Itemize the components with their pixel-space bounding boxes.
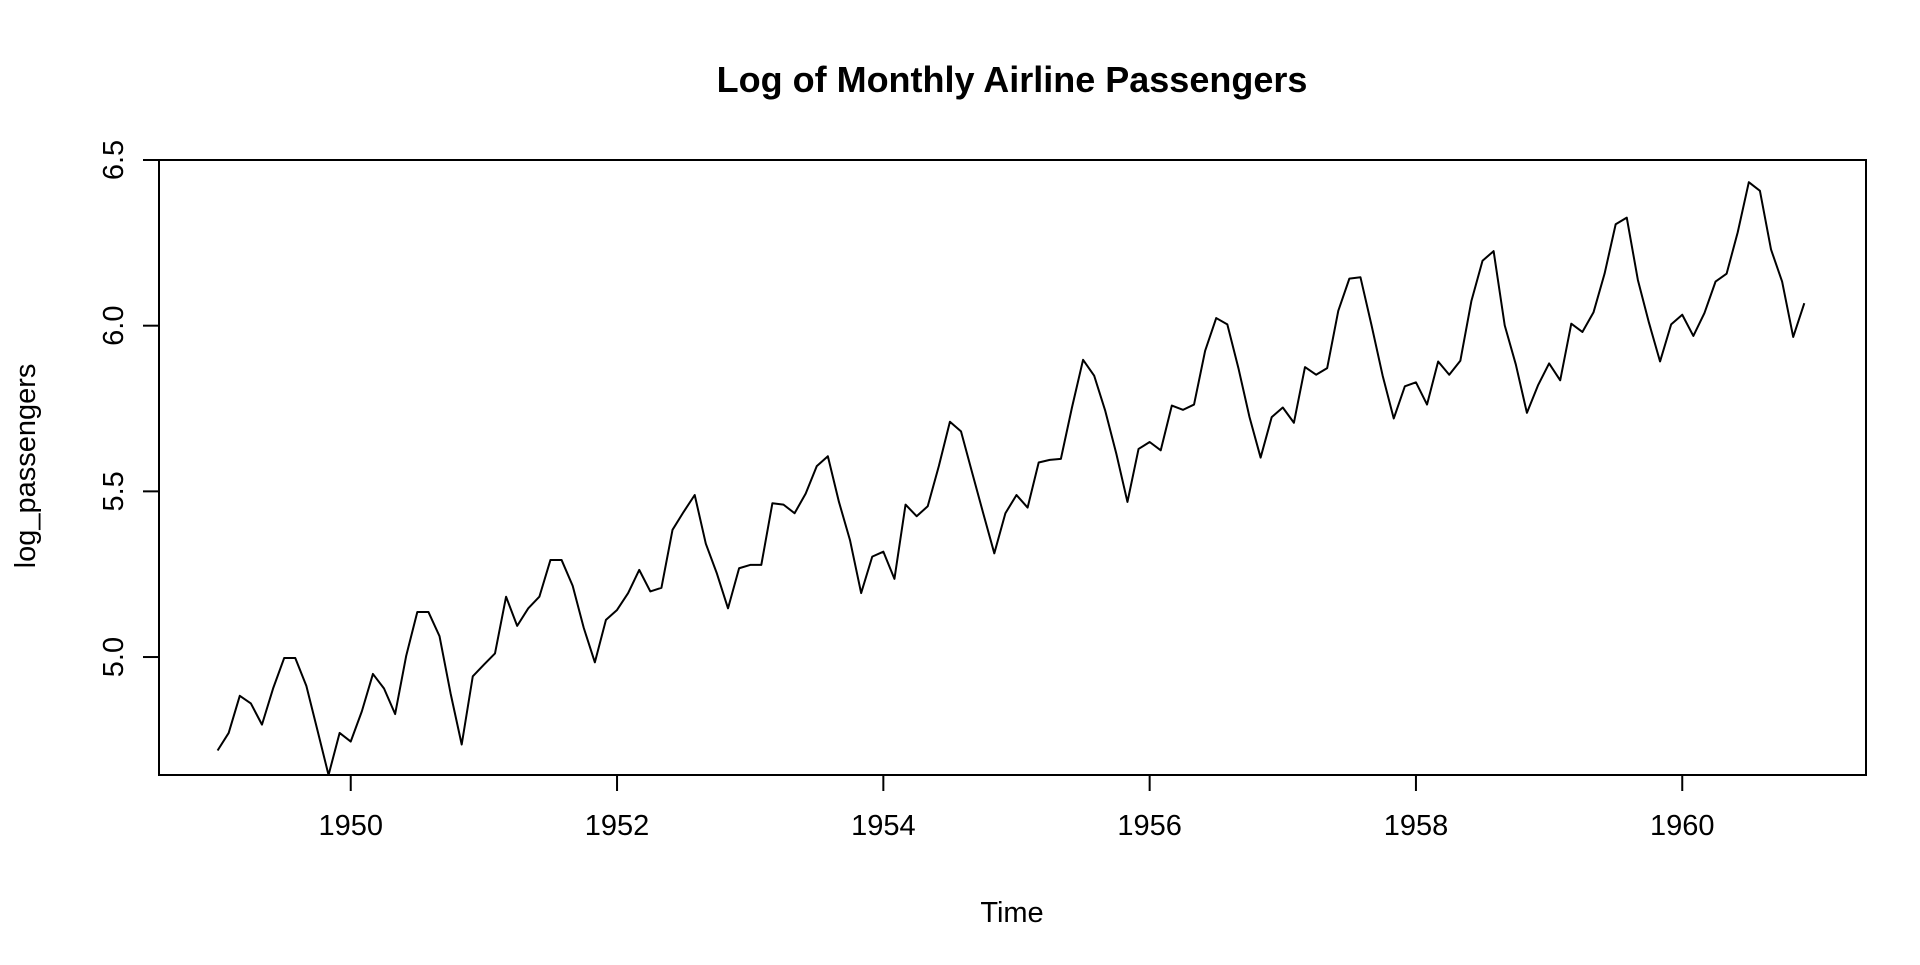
y-axis-label: log_passengers xyxy=(10,364,42,569)
x-tick-label: 1954 xyxy=(851,810,916,842)
y-tick-label: 5.5 xyxy=(98,471,130,511)
chart-title: Log of Monthly Airline Passengers xyxy=(717,59,1308,100)
x-tick-label: 1952 xyxy=(585,810,650,842)
x-axis-label: Time xyxy=(980,897,1043,929)
x-tick-label: 1960 xyxy=(1650,810,1715,842)
y-tick-label: 6.0 xyxy=(98,306,130,346)
y-tick-label: 6.5 xyxy=(98,140,130,180)
x-tick-label: 1956 xyxy=(1117,810,1182,842)
series-line-log_passengers xyxy=(216,181,1806,776)
y-tick-label: 5.0 xyxy=(98,637,130,677)
x-tick-label: 1950 xyxy=(318,810,383,842)
x-tick-label: 1958 xyxy=(1384,810,1449,842)
plot-area: 1950 1952 1954 1956 1958 1960 5.0 5.5 6.0 6.5 xyxy=(98,140,1867,842)
